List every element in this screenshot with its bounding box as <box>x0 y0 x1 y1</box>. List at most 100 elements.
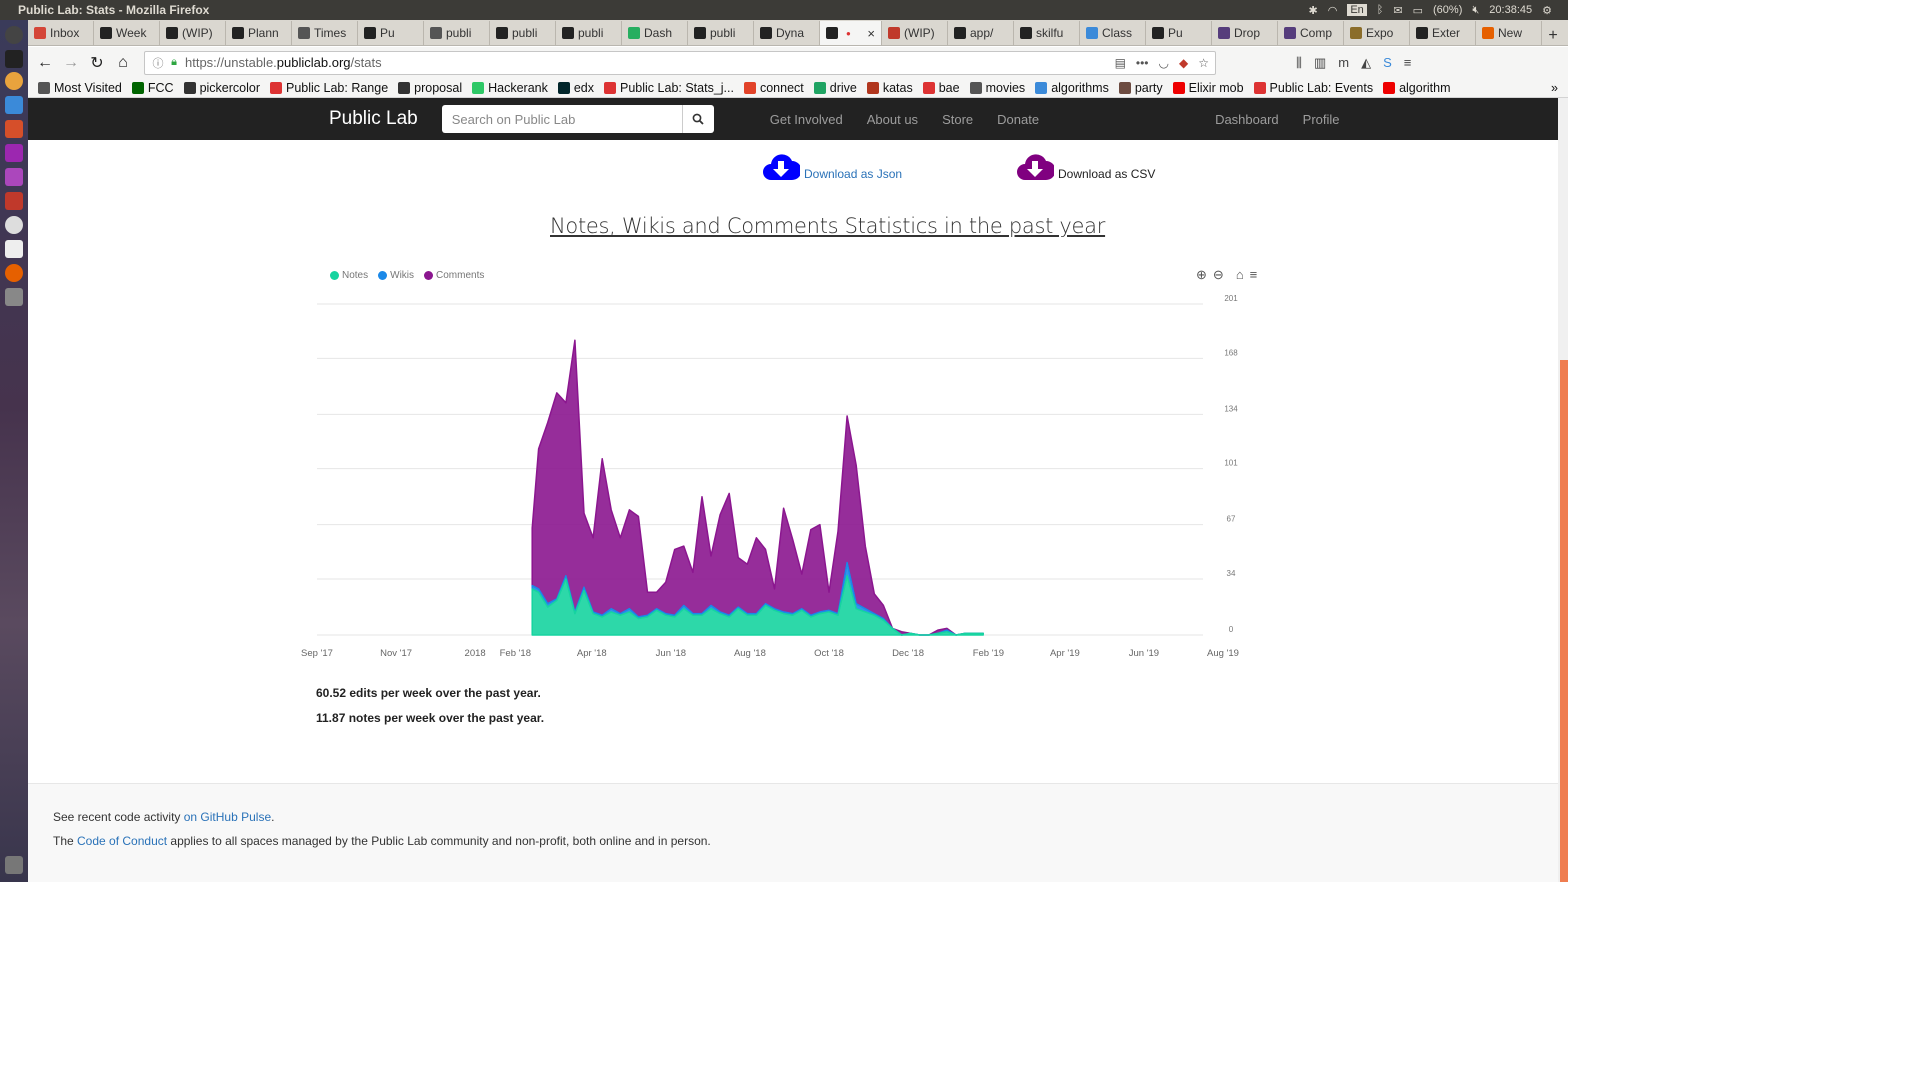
browser-tab[interactable]: publi <box>490 21 556 45</box>
browser-tab[interactable]: Pu <box>358 21 424 45</box>
home-button[interactable]: ⌂ <box>118 53 128 71</box>
download-json-label[interactable]: Download as Json <box>804 167 903 181</box>
search-button[interactable] <box>681 105 714 133</box>
bookmark-item[interactable]: Hackerank <box>472 81 548 95</box>
nav-about-us[interactable]: About us <box>866 111 919 127</box>
library-icon[interactable]: ⫼ <box>1296 54 1302 70</box>
browser-tab[interactable]: New <box>1476 21 1542 45</box>
firefox-icon[interactable] <box>5 264 23 282</box>
legend-item[interactable]: Comments <box>424 270 484 281</box>
series-area-comments[interactable] <box>531 339 984 636</box>
bookmark-item[interactable]: FCC <box>131 81 174 95</box>
site-brand[interactable]: Public Lab <box>329 108 418 129</box>
more-actions-icon[interactable]: ••• <box>1135 55 1149 70</box>
bookmark-item[interactable]: proposal <box>398 81 462 95</box>
nav-dashboard[interactable]: Dashboard <box>1215 111 1279 127</box>
bookmarks-overflow-icon[interactable]: » <box>1551 80 1558 95</box>
browser-tab[interactable]: Plann <box>226 21 292 45</box>
menu-icon[interactable]: ≡ <box>1403 54 1412 70</box>
bookmark-item[interactable]: bae <box>922 81 960 95</box>
system-settings-icon[interactable] <box>5 216 23 234</box>
trash-icon[interactable] <box>5 856 23 874</box>
bookmark-item[interactable]: Public Lab: Range <box>270 81 388 95</box>
chrome-icon[interactable] <box>5 72 23 90</box>
scrollbar-thumb[interactable] <box>1560 360 1568 882</box>
legend-item[interactable]: Wikis <box>378 270 414 281</box>
zoom-in-icon[interactable]: ⊕ <box>1196 267 1207 282</box>
reset-zoom-home-icon[interactable]: ⌂ <box>1235 267 1244 282</box>
vscode-icon[interactable] <box>5 96 23 114</box>
github-pulse-link[interactable]: on GitHub Pulse <box>183 810 272 824</box>
sidebar-icon[interactable]: ▥ <box>1313 54 1327 70</box>
bookmark-item[interactable]: katas <box>866 81 913 95</box>
download-json-link[interactable]: Download as Json <box>762 152 902 182</box>
slack-icon[interactable]: ✱ <box>1308 4 1318 17</box>
browser-tab[interactable]: Dyna <box>754 21 820 45</box>
volume-muted-icon[interactable]: 🔇︎ <box>1472 3 1480 16</box>
bookmark-item[interactable]: pickercolor <box>183 81 260 95</box>
browser-tab[interactable]: Pu <box>1146 21 1212 45</box>
tab-active[interactable]: ● × <box>820 21 882 45</box>
bookmark-item[interactable]: Public Lab: Stats_j... <box>604 81 734 95</box>
nav-store[interactable]: Store <box>942 111 974 127</box>
bookmark-item[interactable]: movies <box>969 81 1025 95</box>
browser-tab[interactable]: skilfu <box>1014 21 1080 45</box>
forward-button[interactable]: → <box>63 53 79 71</box>
reload-button[interactable]: ↻ <box>90 54 104 72</box>
new-tab-button[interactable]: + <box>1548 27 1558 44</box>
extension-s-icon[interactable]: S <box>1383 54 1392 70</box>
browser-tab[interactable]: Comp <box>1278 21 1344 45</box>
address-bar[interactable]: ⓘ 🔒︎ https://unstable.publiclab.org/stat… <box>144 50 1216 75</box>
battery-icon[interactable]: ▭ <box>1412 4 1424 17</box>
search-input[interactable] <box>441 111 682 127</box>
back-button[interactable]: ← <box>37 53 53 71</box>
download-csv-link[interactable]: Download as CSV <box>1016 152 1155 182</box>
browser-tab[interactable]: publi <box>688 21 754 45</box>
browser-tab[interactable]: app/ <box>948 21 1014 45</box>
keyboard-layout[interactable]: En <box>1347 4 1367 16</box>
dash-icon[interactable] <box>5 26 23 44</box>
bookmark-item[interactable]: party <box>1118 81 1163 95</box>
browser-tab[interactable]: (WIP) <box>882 21 948 45</box>
bookmark-item[interactable]: Most Visited <box>38 81 122 95</box>
bookmark-item[interactable]: connect <box>743 81 804 95</box>
bookmark-item[interactable]: algorithm <box>1383 81 1451 95</box>
bookmark-item[interactable]: Elixir mob <box>1172 81 1244 95</box>
browser-tab[interactable]: Times <box>292 21 358 45</box>
editor-icon[interactable] <box>5 168 23 186</box>
reader-view-icon[interactable]: ▤ <box>1114 55 1126 70</box>
terminal-icon[interactable] <box>5 50 23 68</box>
lock-icon[interactable]: 🔒︎ <box>171 56 177 68</box>
clock[interactable]: 20:38:45 <box>1489 4 1533 16</box>
browser-tab[interactable]: Dash <box>622 21 688 45</box>
browser-tab[interactable]: publi <box>556 21 622 45</box>
series-area-notes[interactable] <box>531 574 984 636</box>
extension-fox-icon[interactable]: ◭ <box>1361 54 1372 70</box>
legend-item[interactable]: Notes <box>330 270 368 281</box>
extension-icon[interactable]: ◆ <box>1179 55 1189 70</box>
bookmark-item[interactable]: Public Lab: Events <box>1253 81 1373 95</box>
browser-tab[interactable]: Week <box>94 21 160 45</box>
browser-tab[interactable]: Drop <box>1212 21 1278 45</box>
disk-icon[interactable] <box>5 288 23 306</box>
browser-tab[interactable]: Expo <box>1344 21 1410 45</box>
nav-get-involved[interactable]: Get Involved <box>769 111 843 127</box>
bookmark-item[interactable]: algorithms <box>1035 81 1109 95</box>
browser-tab[interactable]: publi <box>424 21 490 45</box>
code-of-conduct-link[interactable]: Code of Conduct <box>77 834 168 848</box>
mail-icon[interactable]: ✉ <box>1393 4 1403 17</box>
bookmark-star-icon[interactable]: ☆ <box>1198 55 1209 70</box>
chart-menu-icon[interactable]: ≡ <box>1249 267 1258 282</box>
wifi-icon[interactable]: ◠ <box>1327 4 1338 17</box>
software-icon[interactable] <box>5 192 23 210</box>
browser-tab[interactable]: Class <box>1080 21 1146 45</box>
bookmark-item[interactable]: drive <box>813 81 857 95</box>
nav-donate[interactable]: Donate <box>997 111 1040 127</box>
power-icon[interactable]: ⚙ <box>1542 4 1552 17</box>
pocket-icon[interactable]: ◡ <box>1158 55 1169 70</box>
zoom-out-icon[interactable]: ⊖ <box>1212 267 1224 282</box>
url-text[interactable]: https://unstable.publiclab.org/stats <box>185 55 382 70</box>
text-editor-icon[interactable] <box>5 240 23 258</box>
browser-tab[interactable]: Inbox <box>28 21 94 45</box>
extension-m-icon[interactable]: m <box>1338 54 1350 70</box>
